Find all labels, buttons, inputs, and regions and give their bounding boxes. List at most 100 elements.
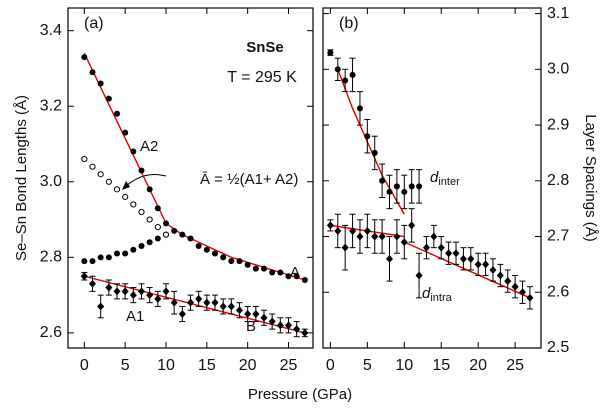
circle-marker [122,250,129,257]
circle-marker [163,220,169,227]
circle-marker [122,129,129,136]
diamond-marker [227,302,235,311]
open-marker [138,208,145,216]
circle-marker [81,258,88,265]
circle-marker [138,167,145,174]
diamond-marker [236,306,243,315]
diamond-marker [244,310,252,318]
y-tick-label: 2.5 [547,339,569,356]
open-marker [130,201,137,208]
series-name: A [290,264,300,281]
circle-marker [89,258,96,265]
circle-marker [379,177,386,184]
circle-marker [236,258,243,265]
diamond-marker [138,287,145,296]
diamond-marker [437,243,445,252]
diamond-marker [341,243,349,252]
x-tick-label: 10 [395,357,413,374]
circle-marker [154,205,161,212]
diamond-marker [89,279,96,288]
diamond-marker [203,298,211,307]
series-name-sub: intra [430,292,452,304]
diamond-marker [276,321,284,330]
open-marker [146,216,153,223]
circle-marker [220,254,227,261]
circle-marker [187,235,194,242]
circle-marker [349,71,356,78]
diamond-marker [285,321,292,330]
diamond-marker [80,272,88,281]
diamond-marker [511,282,519,291]
series-label: dinter [430,169,460,188]
x-tick-label: 20 [239,357,257,374]
circle-marker [105,254,112,261]
series-name: A1 [126,308,144,325]
circle-marker [195,243,202,249]
circle-marker [89,69,96,76]
arrow-head [122,181,130,190]
diamond-marker [268,317,276,326]
circle-marker [114,250,120,257]
annotation-arrow [125,173,167,187]
diamond-marker [170,298,178,307]
circle-marker [154,235,161,242]
series-name: B [246,318,256,335]
x-tick-label: 20 [469,357,487,374]
diamond-marker [422,243,430,252]
y-tick-label: 3.0 [547,61,569,78]
series-label: Ā = ½(A1+ A2) [200,171,298,188]
open-marker [81,156,88,163]
circle-marker [179,231,186,238]
circle-marker [408,183,415,190]
diamond-marker [496,271,504,280]
diamond-marker [445,249,453,258]
circle-marker [269,269,276,276]
plot-frame [322,7,542,349]
diamond-marker [430,232,438,241]
x-tick-label: 10 [157,357,175,374]
circle-marker [356,105,363,112]
diamond-marker [474,260,482,269]
circle-marker [146,239,153,246]
panel-label: (a) [84,15,104,32]
diamond-marker [105,283,113,292]
open-marker [154,224,161,231]
circle-marker [393,183,400,190]
circle-marker [138,243,145,249]
diamond-marker [400,238,408,247]
y-tick-label: 3.2 [40,97,62,114]
diamond-marker [459,254,467,263]
series-name: d [422,285,431,302]
diamond-marker [260,313,268,322]
diamond-marker [219,302,227,311]
fit-line [337,69,405,215]
series-label: A2 [140,138,158,155]
y-tick-label: 3.1 [547,5,569,22]
panel-label: (b) [339,15,359,32]
x-tick-label: 15 [198,357,216,374]
circle-marker [252,265,259,272]
circle-marker [327,49,334,56]
circle-marker [81,54,88,61]
circle-marker [364,133,371,140]
circle-marker [130,246,137,253]
circle-marker [203,246,210,253]
diamond-marker [121,287,129,296]
diamond-marker [113,287,121,296]
open-marker [162,231,170,238]
series-name: Ā = ½(A1+ A2) [200,171,298,188]
open-marker [105,178,112,185]
x-tick-label: 0 [326,357,335,374]
diamond-marker [211,298,219,307]
fit-line [83,53,306,281]
x-tick-label: 25 [280,357,298,374]
y-tick-label: 2.6 [40,324,62,341]
circle-marker [130,148,137,155]
diamond-marker [334,226,342,235]
diamond-marker [363,226,371,235]
open-marker [89,163,96,170]
circle-marker [401,188,408,195]
circle-marker [212,250,218,257]
chart-title: SnSe [246,39,284,56]
